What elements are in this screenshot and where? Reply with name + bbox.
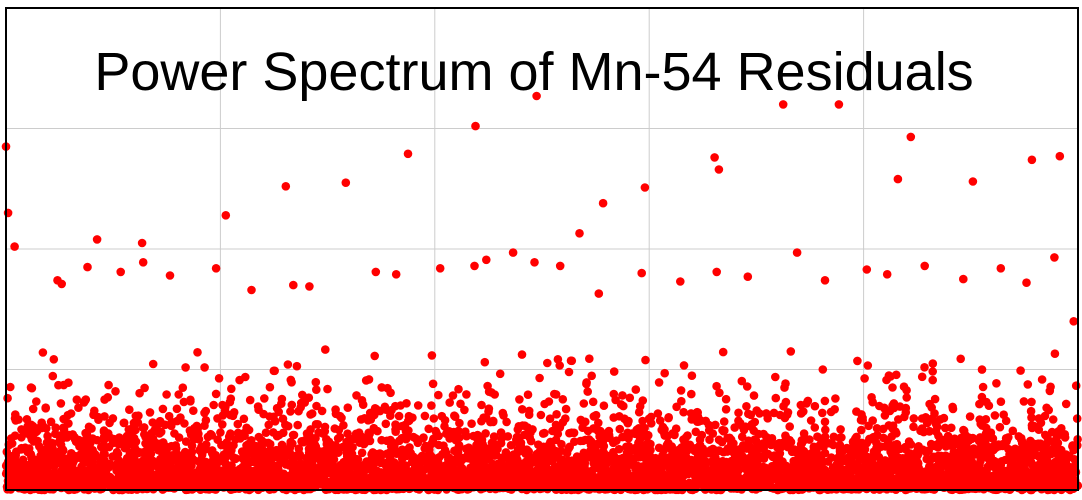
data-point — [92, 235, 102, 244]
data-point — [435, 264, 445, 273]
data-point — [1050, 253, 1059, 262]
data-point — [820, 276, 830, 285]
data-point — [893, 174, 903, 184]
data-point — [1022, 278, 1031, 288]
data-point — [594, 289, 604, 298]
data-point — [906, 132, 916, 142]
data-point — [743, 272, 753, 282]
data-point — [1027, 155, 1037, 165]
data-point — [714, 165, 724, 174]
data-point — [676, 277, 685, 286]
data-point — [959, 274, 968, 284]
data-point — [968, 177, 978, 186]
data-point — [371, 267, 381, 277]
data-point — [137, 238, 147, 248]
data-point — [83, 262, 92, 272]
data-point — [530, 258, 539, 267]
data-point — [341, 178, 351, 187]
data-point — [116, 267, 125, 277]
data-point — [598, 198, 608, 208]
data-point — [165, 271, 175, 280]
data-point — [247, 285, 256, 295]
data-point — [640, 183, 650, 192]
data-point — [996, 264, 1006, 273]
data-point — [508, 248, 518, 257]
data-point — [10, 242, 19, 251]
data-point — [471, 121, 480, 131]
data-point — [575, 229, 584, 238]
dense-noise-band — [1, 345, 1082, 495]
data-point — [281, 182, 291, 191]
data-point — [882, 270, 892, 279]
data-point — [482, 255, 491, 265]
data-point — [834, 100, 844, 109]
data-point — [305, 282, 314, 291]
data-point — [57, 279, 66, 289]
scatter-series — [1, 91, 1078, 326]
data-point — [403, 149, 413, 159]
data-point — [211, 264, 221, 273]
data-point — [470, 261, 479, 271]
data-point — [289, 280, 298, 290]
data-point — [712, 267, 721, 277]
data-point — [391, 270, 401, 279]
data-point — [792, 248, 802, 257]
data-point — [532, 91, 541, 101]
data-point — [778, 100, 788, 109]
data-point — [637, 268, 646, 278]
data-point — [920, 261, 929, 271]
data-point — [555, 261, 565, 271]
data-point — [138, 258, 148, 267]
data-point — [710, 153, 719, 162]
data-point — [221, 211, 231, 220]
data-point — [1069, 317, 1078, 326]
data-point — [862, 265, 872, 274]
plot-frame — [5, 7, 1079, 491]
chart-title: Power Spectrum of Mn-54 Residuals — [94, 42, 973, 102]
data-point — [1055, 151, 1065, 161]
